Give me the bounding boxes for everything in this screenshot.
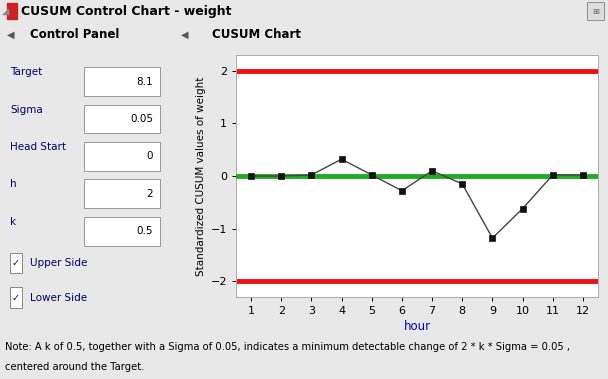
Text: Control Panel: Control Panel <box>30 28 120 41</box>
Bar <box>587 2 604 20</box>
Bar <box>10 288 22 308</box>
Text: 0.5: 0.5 <box>136 226 153 236</box>
Text: 2: 2 <box>147 189 153 199</box>
Text: CUSUM Control Chart - weight: CUSUM Control Chart - weight <box>21 5 232 17</box>
Text: k: k <box>10 217 16 227</box>
Text: ✓: ✓ <box>12 258 20 268</box>
Text: ◢: ◢ <box>2 6 9 16</box>
Text: Note: A k of 0.5, together with a Sigma of 0.05, indicates a minimum detectable : Note: A k of 0.5, together with a Sigma … <box>5 341 570 352</box>
Text: ⊞: ⊞ <box>592 6 599 16</box>
Text: ◀: ◀ <box>181 30 188 39</box>
Bar <box>10 253 22 273</box>
Bar <box>84 217 159 246</box>
Text: CUSUM Chart: CUSUM Chart <box>212 28 301 41</box>
Text: 0: 0 <box>147 152 153 161</box>
Text: Head Start: Head Start <box>10 142 66 152</box>
Text: 0.05: 0.05 <box>130 114 153 124</box>
Bar <box>84 142 159 171</box>
Text: ▼: ▼ <box>8 6 15 16</box>
Text: 8.1: 8.1 <box>136 77 153 86</box>
Text: ✓: ✓ <box>12 293 20 302</box>
Bar <box>84 67 159 96</box>
Text: ◀: ◀ <box>7 30 14 39</box>
Text: Target: Target <box>10 67 43 77</box>
Text: Lower Side: Lower Side <box>30 293 88 302</box>
X-axis label: hour: hour <box>404 320 430 333</box>
Text: Upper Side: Upper Side <box>30 258 88 268</box>
Bar <box>7 3 17 19</box>
Text: centered around the Target.: centered around the Target. <box>5 362 144 372</box>
Bar <box>84 105 159 133</box>
Y-axis label: Standardized CUSUM values of weight: Standardized CUSUM values of weight <box>196 76 206 276</box>
Text: Sigma: Sigma <box>10 105 43 114</box>
Text: h: h <box>10 180 16 190</box>
Bar <box>84 180 159 208</box>
